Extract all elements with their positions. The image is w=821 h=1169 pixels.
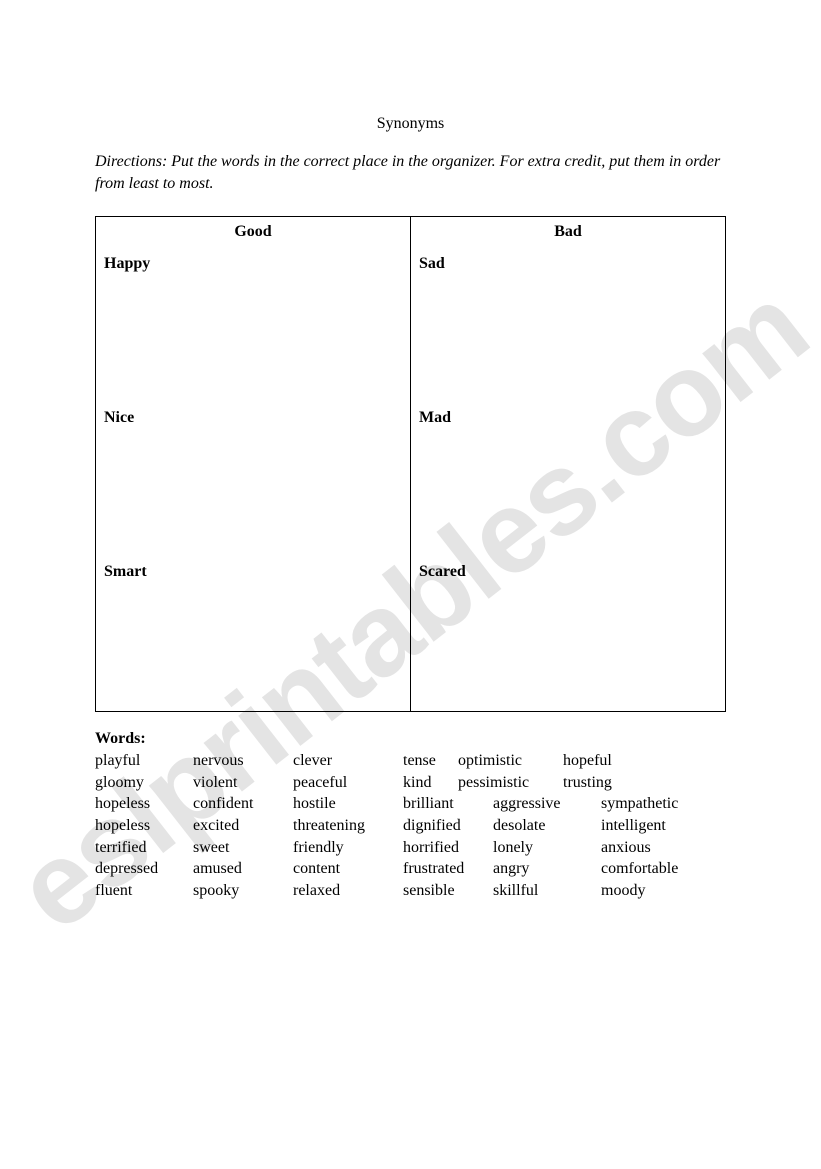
word: playful [95,750,193,772]
word-bank-heading: Words: [95,730,146,747]
word-row: hopeless confident hostile brilliant agg… [95,793,726,815]
word: horrified [403,837,493,859]
word: hopeless [95,815,193,837]
word: hopeful [563,750,671,772]
word: anxious [601,837,726,859]
cell-bad-3: Scared [411,557,726,712]
word: fluent [95,880,193,902]
word-row: hopeless excited threatening dignified d… [95,815,726,837]
cell-good-2: Nice [96,403,411,557]
word: frustrated [403,858,493,880]
word: comfortable [601,858,726,880]
page-title: Synonyms [95,115,726,133]
word: clever [293,750,403,772]
word: nervous [193,750,293,772]
word: pessimistic [458,772,563,794]
word: gloomy [95,772,193,794]
word: sweet [193,837,293,859]
word-row: playful nervous clever tense optimistic … [95,750,726,772]
word-row: fluent spooky relaxed sensible skillful … [95,880,726,902]
word: skillful [493,880,601,902]
directions-text: Directions: Put the words in the correct… [95,151,726,194]
word-row: gloomy violent peaceful kind pessimistic… [95,772,726,794]
word: excited [193,815,293,837]
word: optimistic [458,750,563,772]
word: intelligent [601,815,726,837]
word: peaceful [293,772,403,794]
word-bank-rows: playful nervous clever tense optimistic … [95,750,726,901]
word: violent [193,772,293,794]
table-row: Happy Sad [96,249,726,403]
cell-good-1: Happy [96,249,411,403]
word: spooky [193,880,293,902]
word: relaxed [293,880,403,902]
word: confident [193,793,293,815]
word: depressed [95,858,193,880]
word: content [293,858,403,880]
word: aggressive [493,793,601,815]
word: terrified [95,837,193,859]
word: angry [493,858,601,880]
word: trusting [563,772,671,794]
header-good: Good [96,217,411,250]
word-row: terrified sweet friendly horrified lonel… [95,837,726,859]
cell-bad-1: Sad [411,249,726,403]
table-row: Smart Scared [96,557,726,712]
header-bad: Bad [411,217,726,250]
word: hopeless [95,793,193,815]
organizer-table: Good Bad Happy Sad Nice Mad Smart Scared [95,216,726,712]
table-header-row: Good Bad [96,217,726,250]
cell-good-3: Smart [96,557,411,712]
word: hostile [293,793,403,815]
worksheet-page: Synonyms Directions: Put the words in th… [0,0,821,901]
word-row: depressed amused content frustrated angr… [95,858,726,880]
word: threatening [293,815,403,837]
word [671,750,726,772]
word: moody [601,880,726,902]
word: dignified [403,815,493,837]
table-row: Nice Mad [96,403,726,557]
word: sympathetic [601,793,726,815]
word: brilliant [403,793,493,815]
word-bank: Words: playful nervous clever tense opti… [95,730,726,901]
word: sensible [403,880,493,902]
word [671,772,726,794]
word: lonely [493,837,601,859]
word: friendly [293,837,403,859]
word: tense [403,750,458,772]
cell-bad-2: Mad [411,403,726,557]
word: desolate [493,815,601,837]
word: amused [193,858,293,880]
word: kind [403,772,458,794]
